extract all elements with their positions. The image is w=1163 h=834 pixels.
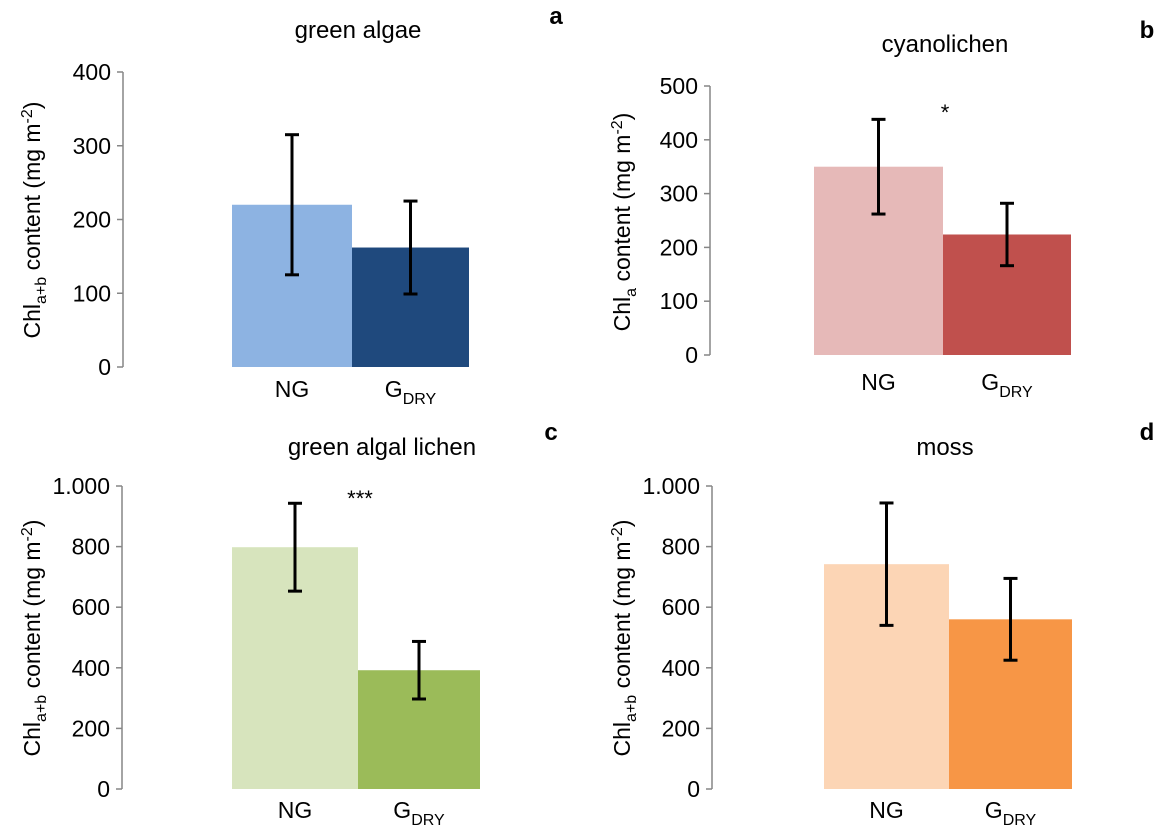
y-tick-label: 600 — [662, 594, 700, 620]
category-label: GDRY — [981, 369, 1033, 401]
chart-panel-c: green algal lichen c 0 200 400 600 800 1.000 NG G… — [19, 419, 558, 829]
y-tick-label: 800 — [72, 534, 110, 560]
y-tick-label: 0 — [98, 354, 111, 380]
y-tick-label: 800 — [662, 534, 700, 560]
y-tick-label: 200 — [73, 207, 111, 233]
error-bar-ng — [288, 501, 302, 593]
chart-title: green algae — [295, 17, 422, 44]
error-bar-ng — [871, 117, 886, 216]
chart-title: green algal lichen — [288, 434, 476, 461]
category-label: GDRY — [385, 376, 437, 408]
category-label: NG — [869, 797, 904, 823]
y-tick-label: 200 — [660, 234, 698, 260]
y-tick-label: 1.000 — [642, 473, 700, 499]
category-label: NG — [861, 369, 896, 395]
y-tick-label: 400 — [72, 655, 110, 681]
error-bar-ng — [879, 501, 894, 627]
y-axis-label: Chla content (mg m-2) — [609, 113, 640, 332]
y-tick-label: 600 — [72, 594, 110, 620]
y-tick-label: 300 — [73, 133, 111, 159]
error-bar-gdry — [403, 199, 418, 296]
y-tick-label: 300 — [660, 181, 698, 207]
y-axis-label: Chla+b content (mg m-2) — [609, 520, 640, 757]
y-tick-label: 100 — [73, 280, 111, 306]
error-bar-ng — [285, 133, 299, 277]
error-bar-gdry — [1003, 576, 1018, 662]
y-tick-label: 400 — [73, 59, 111, 85]
category-label: NG — [278, 797, 313, 823]
panel-letter: a — [549, 3, 563, 30]
error-bar-gdry — [412, 639, 426, 701]
y-tick-label: 0 — [687, 776, 700, 802]
y-tick-label: 0 — [97, 776, 110, 802]
y-tick-label: 1.000 — [52, 473, 110, 499]
category-label: GDRY — [393, 797, 445, 829]
error-bar-gdry — [1000, 201, 1014, 268]
y-tick-label: 200 — [662, 715, 700, 741]
category-label: GDRY — [985, 797, 1037, 829]
chart-panel-a: green algae a 0 100 200 300 400 NG GDRY Chla+b co… — [19, 3, 563, 408]
y-tick-label: 400 — [660, 127, 698, 153]
y-axis-label: Chla+b content (mg m-2) — [19, 520, 50, 757]
y-axis-label: Chla+b content (mg m-2) — [19, 102, 50, 339]
significance-marker: *** — [347, 486, 373, 511]
y-tick-label: 400 — [662, 655, 700, 681]
chart-panel-b: cyanolichen b 0 100 200 300 400 500 NG GDRY Chla c… — [609, 17, 1154, 401]
panel-letter: c — [544, 419, 557, 446]
category-label: NG — [275, 376, 310, 402]
chart-title: moss — [916, 434, 973, 461]
significance-marker: * — [941, 100, 950, 125]
chart-panel-d: moss d 0 200 400 600 800 1.000 NG GDRY Chla+b cont… — [609, 419, 1154, 829]
chart-title: cyanolichen — [882, 31, 1009, 58]
y-tick-label: 200 — [72, 715, 110, 741]
panel-letter: d — [1140, 419, 1155, 446]
panel-letter: b — [1140, 17, 1155, 44]
y-tick-label: 500 — [660, 73, 698, 99]
y-tick-label: 100 — [660, 288, 698, 314]
y-tick-label: 0 — [685, 342, 698, 368]
